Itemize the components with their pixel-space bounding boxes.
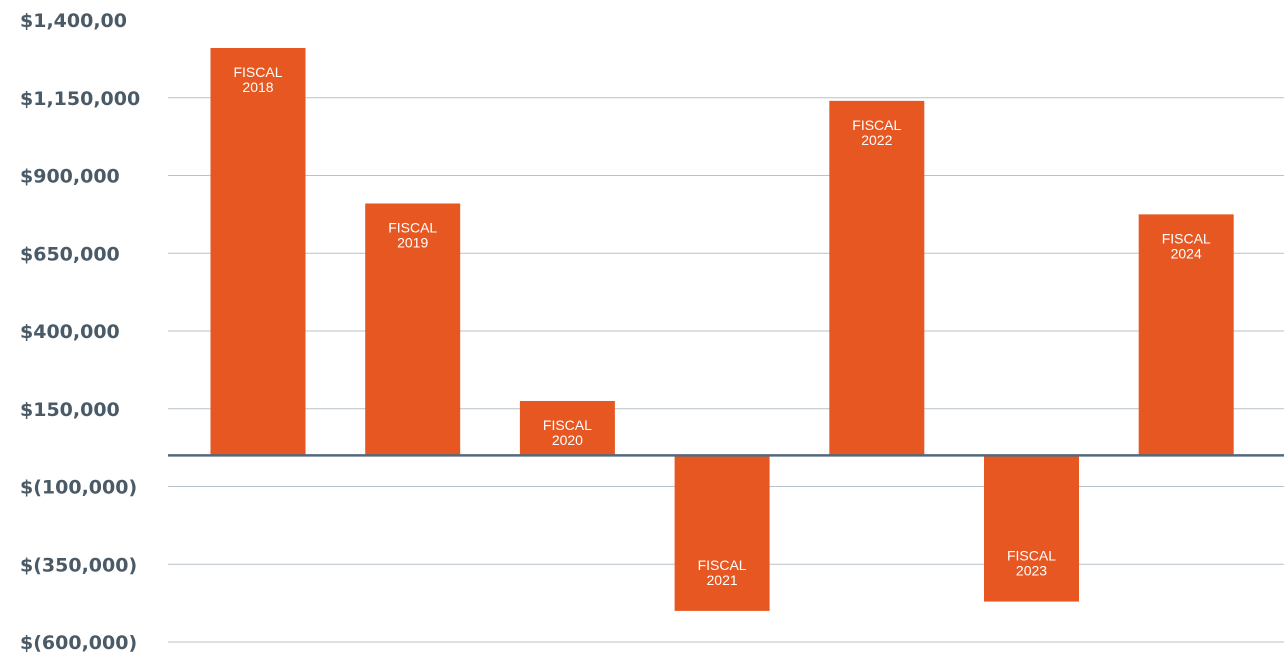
bar	[1138, 214, 1234, 456]
bar-label: 2024	[1171, 245, 1202, 261]
bar-label: 2018	[242, 79, 273, 95]
bar-label: FISCAL	[388, 219, 437, 235]
y-tick-label: $(100,000)	[20, 477, 137, 499]
y-tick-label: $900,000	[20, 166, 120, 188]
bar-label: FISCAL	[1162, 230, 1211, 246]
bar-labels: FISCAL2018FISCAL2019FISCAL2020FISCAL2021…	[233, 64, 1210, 588]
y-axis-tick-labels: $1,400,00 $1,150,000 $900,000 $650,000 $400,…	[20, 10, 140, 654]
bar-label: 2019	[397, 234, 428, 250]
bar	[674, 455, 770, 611]
y-tick-label: $150,000	[20, 399, 120, 421]
y-tick-label: $(350,000)	[20, 554, 137, 576]
y-tick-label: $650,000	[20, 243, 120, 265]
bar-label: FISCAL	[852, 117, 901, 133]
bar	[365, 203, 461, 456]
y-tick-label: $400,000	[20, 321, 120, 343]
y-tick-label: $1,150,000	[20, 88, 140, 110]
bar	[519, 400, 615, 456]
bar-label: FISCAL	[233, 64, 282, 80]
y-tick-label: $(600,000)	[20, 632, 137, 654]
bar-label: 2023	[1016, 563, 1047, 579]
bar-label: FISCAL	[698, 557, 747, 573]
bar	[984, 455, 1079, 602]
bars	[210, 47, 1234, 611]
bar	[210, 47, 306, 456]
bar-label: 2020	[552, 432, 583, 448]
bar-label: 2022	[861, 132, 892, 148]
bar-label: FISCAL	[543, 417, 592, 433]
bar	[829, 100, 925, 456]
y-tick-label: $1,400,00	[20, 10, 127, 32]
bar-label: FISCAL	[1007, 548, 1056, 564]
bar-label: 2021	[707, 572, 738, 588]
